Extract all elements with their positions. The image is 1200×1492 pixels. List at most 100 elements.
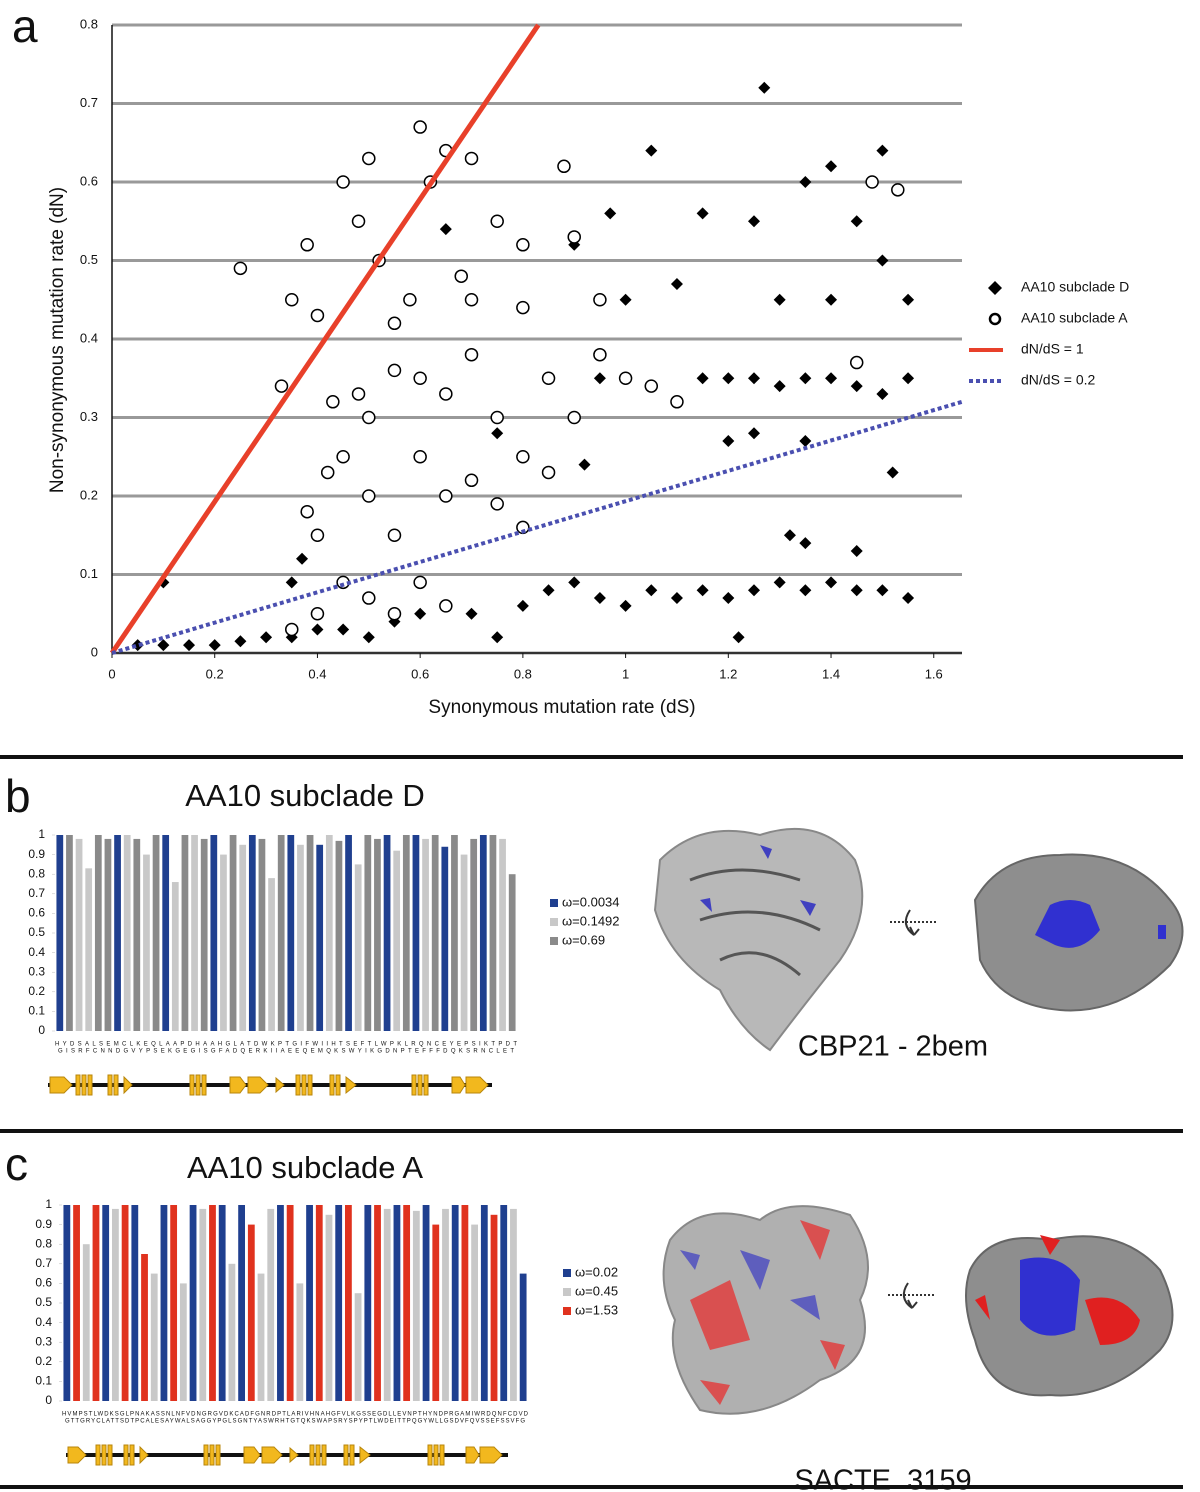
point	[310, 308, 325, 323]
bar	[200, 838, 208, 1031]
y-tick-label: 1	[38, 827, 45, 841]
x-tick-label: 1.2	[719, 666, 737, 681]
bar	[508, 874, 516, 1031]
y-tick-label: 0.4	[80, 330, 98, 345]
sequence: HVMPSTLWDKSGLPNAKASSNLNFVDNGRGVDKCADFGNR…	[62, 1412, 529, 1418]
bar	[470, 838, 478, 1031]
y-tick-label: 0.1	[35, 1374, 52, 1388]
point	[604, 207, 617, 220]
x-tick-label: 0.6	[411, 666, 429, 681]
bar	[220, 854, 227, 1031]
bar	[451, 835, 458, 1031]
y-tick-label: 0.1	[80, 566, 98, 581]
point	[387, 607, 402, 621]
bar	[471, 1224, 479, 1401]
point	[722, 592, 735, 605]
point	[902, 293, 915, 306]
bar	[171, 882, 179, 1031]
bar	[181, 835, 189, 1031]
point	[465, 607, 478, 620]
point	[157, 639, 170, 652]
bar	[94, 835, 102, 1031]
point	[516, 238, 530, 252]
secondary-structure-b	[48, 1074, 492, 1096]
panel-title: AA10 subclade D	[185, 778, 425, 813]
bar	[228, 1263, 236, 1401]
point	[300, 504, 314, 519]
point	[747, 584, 760, 597]
x-tick-label: 0.8	[514, 666, 532, 681]
point	[320, 465, 335, 480]
bar	[335, 1205, 343, 1401]
structure-label: CBP21 - 2bem	[798, 1031, 988, 1063]
point	[799, 537, 812, 550]
y-tick-label: 0.7	[80, 95, 98, 110]
bar	[191, 835, 198, 1031]
bar	[412, 835, 420, 1031]
bar	[364, 1205, 372, 1401]
point	[387, 363, 402, 378]
ratio-line	[111, 399, 963, 655]
y-tick-label: 0.5	[80, 252, 98, 267]
point	[567, 230, 581, 244]
point	[670, 278, 683, 291]
point	[387, 316, 402, 331]
y-tick-label: 0.5	[28, 925, 45, 939]
y-tick-label: 0.1	[28, 1004, 45, 1018]
y-tick-label: 0.3	[35, 1334, 52, 1348]
point	[464, 473, 479, 488]
bar	[199, 1208, 207, 1401]
protein-cbp21-front	[653, 827, 864, 1052]
bar	[461, 1205, 469, 1401]
point	[696, 584, 709, 597]
point	[557, 159, 571, 174]
point	[541, 465, 556, 480]
point	[891, 183, 905, 197]
point	[825, 293, 838, 306]
x-tick-label: 1.4	[822, 666, 840, 681]
x-tick-label: 1	[622, 666, 629, 681]
point	[233, 261, 248, 276]
point	[310, 528, 325, 542]
point	[337, 623, 350, 636]
point	[722, 435, 735, 448]
point	[902, 592, 915, 605]
point	[326, 395, 340, 409]
legend-label: AA10 subclade D	[1021, 279, 1129, 295]
point	[850, 215, 863, 228]
bar	[287, 835, 295, 1031]
point	[351, 214, 366, 228]
point	[593, 592, 606, 605]
bar	[209, 1205, 216, 1401]
point	[285, 576, 298, 589]
y-tick-label: 0.2	[28, 984, 45, 998]
point	[362, 591, 376, 605]
point	[593, 347, 607, 362]
bar	[248, 835, 256, 1031]
legend-symbol	[988, 281, 1002, 295]
point	[439, 387, 453, 401]
panel-label: b	[5, 770, 31, 822]
legend-label: ω=0.45	[575, 1283, 618, 1298]
point	[260, 631, 273, 644]
panel-label: c	[5, 1138, 28, 1190]
point	[413, 450, 427, 464]
point	[491, 427, 504, 440]
legend-swatch	[563, 1269, 571, 1277]
bar	[519, 1273, 527, 1401]
point	[310, 607, 325, 621]
bar	[189, 1205, 197, 1401]
bar	[402, 835, 410, 1031]
y-tick-label: 0.2	[80, 487, 98, 502]
point	[285, 622, 299, 637]
bar	[479, 835, 487, 1031]
bar	[162, 835, 170, 1031]
bar	[306, 1205, 313, 1401]
x-axis-label: Synonymous mutation rate (dS)	[428, 697, 695, 718]
bar	[133, 838, 141, 1031]
point	[758, 81, 771, 94]
legend-swatch	[563, 1288, 571, 1296]
point	[336, 450, 350, 464]
bar	[104, 838, 112, 1031]
